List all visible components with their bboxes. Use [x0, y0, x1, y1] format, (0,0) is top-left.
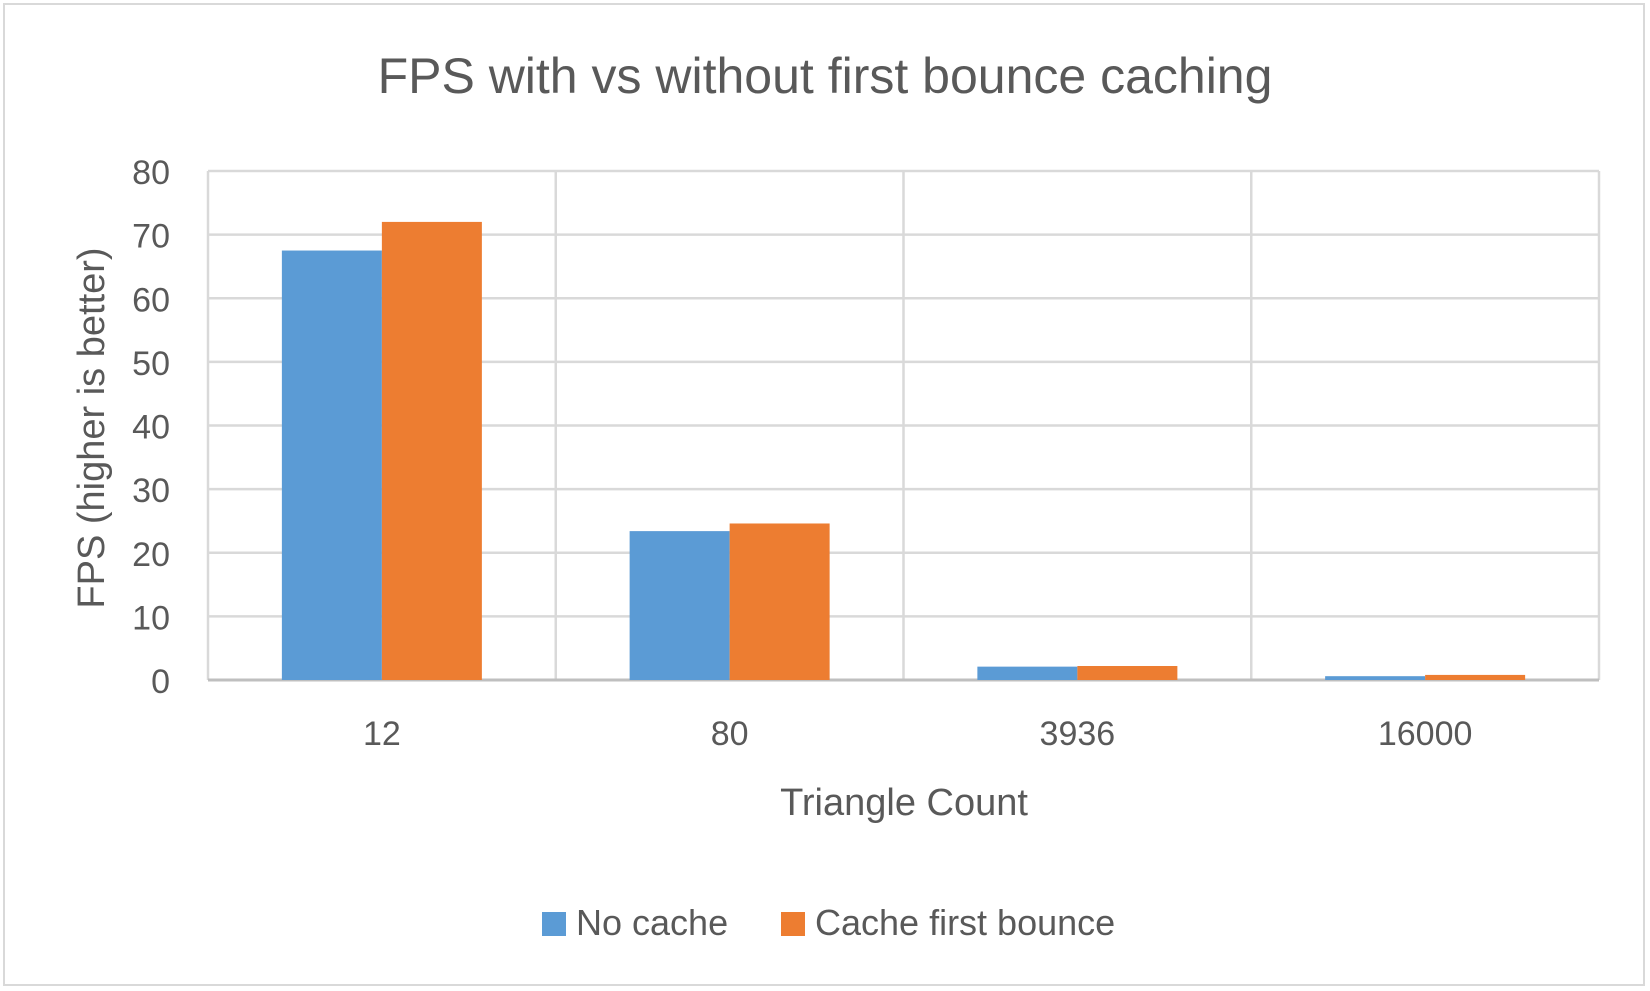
legend-swatch	[542, 912, 566, 936]
x-axis-ticks: 12 80 3936 16000	[363, 715, 1472, 753]
y-tick-label: 50	[132, 345, 170, 383]
y-tick-label: 20	[132, 536, 170, 574]
y-tick-label: 40	[132, 409, 170, 447]
y-tick-label: 60	[132, 281, 170, 319]
legend-label: Cache first bounce	[815, 902, 1115, 943]
legend: No cache Cache first bounce	[542, 902, 1115, 943]
y-tick-label: 70	[132, 218, 170, 256]
legend-swatch	[781, 912, 805, 936]
bars	[281, 221, 1526, 680]
y-axis-ticks: 0 10 20 30 40 50 60 70 80	[132, 154, 170, 701]
chart-title: FPS with vs without first bounce caching	[378, 48, 1273, 104]
legend-label: No cache	[576, 902, 728, 943]
x-tick-label: 12	[363, 715, 401, 753]
chart-frame	[3, 3, 1645, 986]
x-tick-label: 16000	[1378, 715, 1473, 753]
bar-cache-first-bounce-80	[729, 523, 830, 680]
bar-no-cache-12	[281, 250, 382, 680]
x-axis-label: Triangle Count	[780, 782, 1028, 824]
y-tick-label: 10	[132, 599, 170, 637]
bar-cache-first-bounce-3936	[1077, 666, 1178, 680]
x-tick-label: 3936	[1040, 715, 1116, 753]
y-tick-label: 80	[132, 154, 170, 192]
y-tick-label: 0	[151, 663, 170, 701]
bar-no-cache-3936	[977, 666, 1078, 680]
bar-cache-first-bounce-12	[381, 221, 482, 680]
bar-no-cache-80	[629, 531, 730, 680]
bar-no-cache-16000	[1325, 676, 1426, 680]
y-tick-label: 30	[132, 472, 170, 510]
y-axis-label: FPS (higher is better)	[71, 247, 113, 608]
x-tick-label: 80	[711, 715, 749, 753]
bar-cache-first-bounce-16000	[1425, 674, 1526, 680]
